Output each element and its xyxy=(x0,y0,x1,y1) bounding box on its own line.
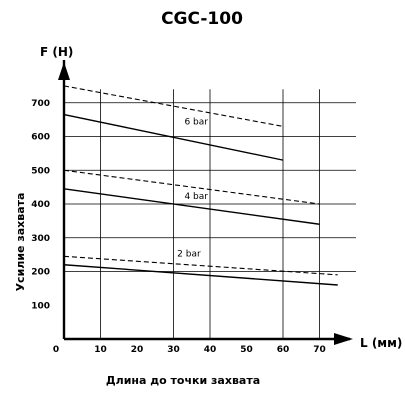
y-axis-unit: F (H) xyxy=(40,45,73,59)
x-axis-title: Длина до точки захвата xyxy=(106,374,260,387)
series-line-2-bar-dashed xyxy=(63,255,338,276)
y-tick-label-500: 500 xyxy=(31,166,50,176)
chart-title: CGC-100 xyxy=(161,9,243,29)
x-tick-label-30: 30 xyxy=(167,345,180,355)
series-line-6-bar-solid xyxy=(63,113,284,161)
y-tick-label-200: 200 xyxy=(31,268,50,278)
x-axis-unit: L (мм) xyxy=(360,336,402,350)
tick-labels: 0 10 20 30 40 50 60 70 100 200 300 400 500 600 700 xyxy=(31,99,326,355)
x-tick-label-0: 0 xyxy=(53,345,59,355)
x-tick-label-70: 70 xyxy=(313,345,326,355)
x-tick-label-10: 10 xyxy=(94,345,107,355)
x-tick-label-60: 60 xyxy=(277,345,290,355)
series-line-4-bar-dashed xyxy=(63,169,320,205)
series-label-4-bar: 4 bar xyxy=(184,192,208,202)
y-tick-label-100: 100 xyxy=(31,301,50,311)
y-tick-label-700: 700 xyxy=(31,99,50,109)
y-tick-label-600: 600 xyxy=(31,133,50,143)
axes xyxy=(58,60,353,345)
series-line-4-bar-solid xyxy=(63,188,320,225)
series: 6 bar 4 bar 2 bar xyxy=(63,85,338,286)
series-line-2-bar-solid xyxy=(63,264,338,286)
y-axis-title: Усилие захвата xyxy=(14,193,27,292)
series-label-6-bar: 6 bar xyxy=(184,118,208,128)
y-tick-label-300: 300 xyxy=(31,234,50,244)
series-label-2-bar: 2 bar xyxy=(177,249,201,259)
grid xyxy=(64,89,356,339)
y-tick-label-400: 400 xyxy=(31,200,50,210)
x-tick-label-20: 20 xyxy=(131,345,144,355)
x-tick-label-50: 50 xyxy=(240,345,253,355)
y-axis-arrow-icon xyxy=(58,62,70,80)
x-axis-arrow-icon xyxy=(334,333,353,345)
x-tick-label-40: 40 xyxy=(204,345,217,355)
series-line-6-bar-dashed xyxy=(63,85,284,127)
